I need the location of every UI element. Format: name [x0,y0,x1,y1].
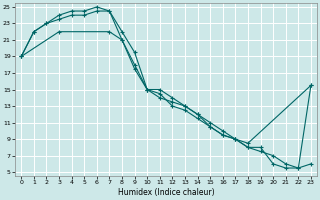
X-axis label: Humidex (Indice chaleur): Humidex (Indice chaleur) [118,188,214,197]
